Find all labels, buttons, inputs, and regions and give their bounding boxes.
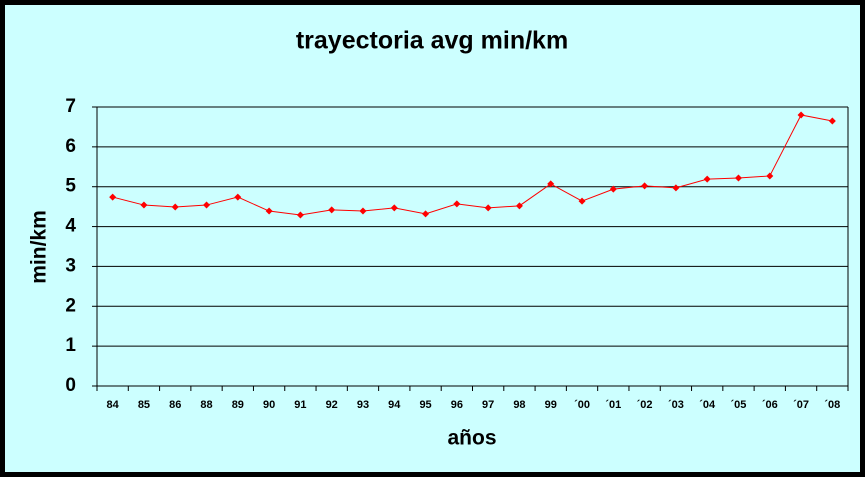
data-point bbox=[766, 172, 774, 180]
data-point bbox=[453, 200, 461, 208]
x-tick-label: 92 bbox=[326, 399, 338, 411]
data-point bbox=[578, 197, 586, 205]
data-point bbox=[109, 193, 117, 201]
x-tick-label: 86 bbox=[169, 399, 181, 411]
x-tick-label: ´04 bbox=[699, 399, 716, 411]
x-tick-label: 94 bbox=[388, 399, 401, 411]
x-tick-label: 95 bbox=[419, 399, 431, 411]
data-point bbox=[672, 184, 680, 192]
x-tick-label: ´05 bbox=[731, 399, 747, 411]
data-point bbox=[234, 193, 242, 201]
chart-title: trayectoria avg min/km bbox=[296, 27, 568, 55]
x-tick-label: 89 bbox=[232, 399, 244, 411]
x-tick-label: ´07 bbox=[793, 399, 809, 411]
data-point bbox=[296, 211, 304, 219]
x-tick-label: 85 bbox=[138, 399, 150, 411]
data-point bbox=[265, 207, 273, 215]
y-tick-label: 4 bbox=[65, 216, 76, 237]
x-axis-label: años bbox=[447, 427, 496, 450]
y-tick-label: 6 bbox=[65, 136, 76, 157]
x-tick-label: 88 bbox=[200, 399, 212, 411]
y-axis-label: min/km bbox=[28, 210, 51, 284]
x-tick-label: 90 bbox=[263, 399, 275, 411]
y-tick-label: 3 bbox=[65, 255, 76, 276]
x-tick-label: 99 bbox=[545, 399, 557, 411]
data-point bbox=[390, 204, 398, 212]
data-point bbox=[140, 201, 148, 209]
data-point bbox=[359, 207, 367, 215]
data-point bbox=[484, 204, 492, 212]
x-tick-label: ´02 bbox=[637, 399, 653, 411]
data-point bbox=[734, 174, 742, 182]
y-tick-label: 1 bbox=[65, 335, 76, 356]
x-tick-label: ´00 bbox=[574, 399, 590, 411]
data-point bbox=[515, 202, 523, 210]
data-point bbox=[641, 182, 649, 190]
x-tick-label: 96 bbox=[451, 399, 463, 411]
data-point bbox=[171, 203, 179, 211]
x-tick-label: 97 bbox=[482, 399, 494, 411]
x-tick-label: 84 bbox=[107, 399, 120, 411]
y-tick-label: 2 bbox=[65, 295, 76, 316]
x-tick-label: ´08 bbox=[824, 399, 840, 411]
data-point bbox=[422, 210, 430, 218]
data-point bbox=[547, 180, 555, 188]
y-tick-label: 5 bbox=[65, 176, 76, 197]
y-tick-label: 0 bbox=[65, 375, 76, 396]
x-tick-label: ´03 bbox=[668, 399, 684, 411]
data-line bbox=[112, 114, 833, 216]
data-point bbox=[703, 175, 711, 183]
data-point bbox=[328, 206, 336, 214]
data-point bbox=[203, 201, 211, 209]
x-tick-label: 91 bbox=[294, 399, 306, 411]
data-point bbox=[828, 117, 836, 125]
data-point bbox=[797, 111, 805, 119]
x-tick-label: ´06 bbox=[762, 399, 778, 411]
y-tick-label: 7 bbox=[65, 96, 76, 117]
x-tick-label: 98 bbox=[513, 399, 525, 411]
data-point bbox=[609, 185, 617, 193]
x-tick-label: ´01 bbox=[605, 399, 621, 411]
x-tick-label: 93 bbox=[357, 399, 369, 411]
chart-background bbox=[5, 5, 860, 472]
